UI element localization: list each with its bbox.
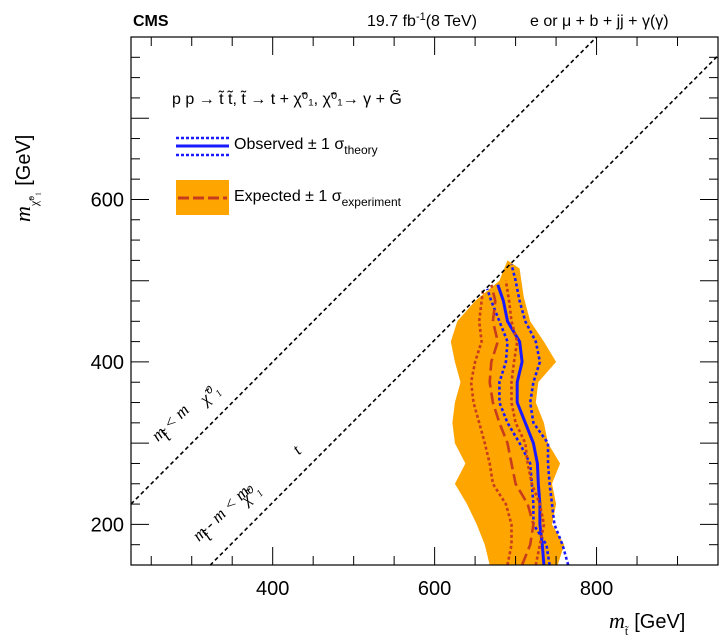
y-axis-title: mχ̃⁰₁[GeV] bbox=[10, 135, 41, 222]
x-tick-label: 600 bbox=[418, 578, 451, 600]
y-tick-label: 200 bbox=[91, 514, 124, 536]
x-tick-label: 800 bbox=[580, 578, 613, 600]
diagonal-line-2 bbox=[209, 55, 718, 565]
x-axis-title: mt̃ [GeV] bbox=[609, 608, 685, 638]
luminosity-label: 19.7 fb-1(8 TeV) bbox=[367, 11, 477, 30]
legend-expected: Expected ± 1 σexperiment bbox=[176, 180, 402, 215]
legend-observed-label: Observed ± 1 σtheory bbox=[234, 136, 378, 157]
series-observed bbox=[496, 284, 546, 565]
svg-text:mχ̃⁰₁[GeV]: mχ̃⁰₁[GeV] bbox=[10, 135, 41, 222]
series-observed-minus bbox=[485, 288, 551, 565]
series-expected-plus bbox=[504, 280, 546, 565]
final-state-label: e or μ + b + jj + γ(γ) bbox=[530, 13, 669, 30]
series-expected-minus bbox=[469, 288, 513, 565]
legend-observed: Observed ± 1 σtheory bbox=[176, 136, 378, 157]
process-label: p p → t̃ t̃, t̃ → t + χ̃⁰₁, χ̃⁰₁→ γ + G̃ bbox=[172, 88, 402, 108]
legend-expected-label: Expected ± 1 σexperiment bbox=[234, 188, 402, 209]
series-observed-plus bbox=[510, 264, 570, 565]
plot-area bbox=[131, 37, 718, 565]
y-tick-label: 600 bbox=[91, 189, 124, 211]
diagonal-line-1 bbox=[131, 37, 598, 505]
x-tick-label: 400 bbox=[256, 578, 289, 600]
experiment-label: CMS bbox=[133, 13, 169, 30]
series-expected bbox=[488, 284, 535, 565]
series-expected-band bbox=[450, 260, 565, 565]
y-tick-label: 400 bbox=[91, 352, 124, 374]
